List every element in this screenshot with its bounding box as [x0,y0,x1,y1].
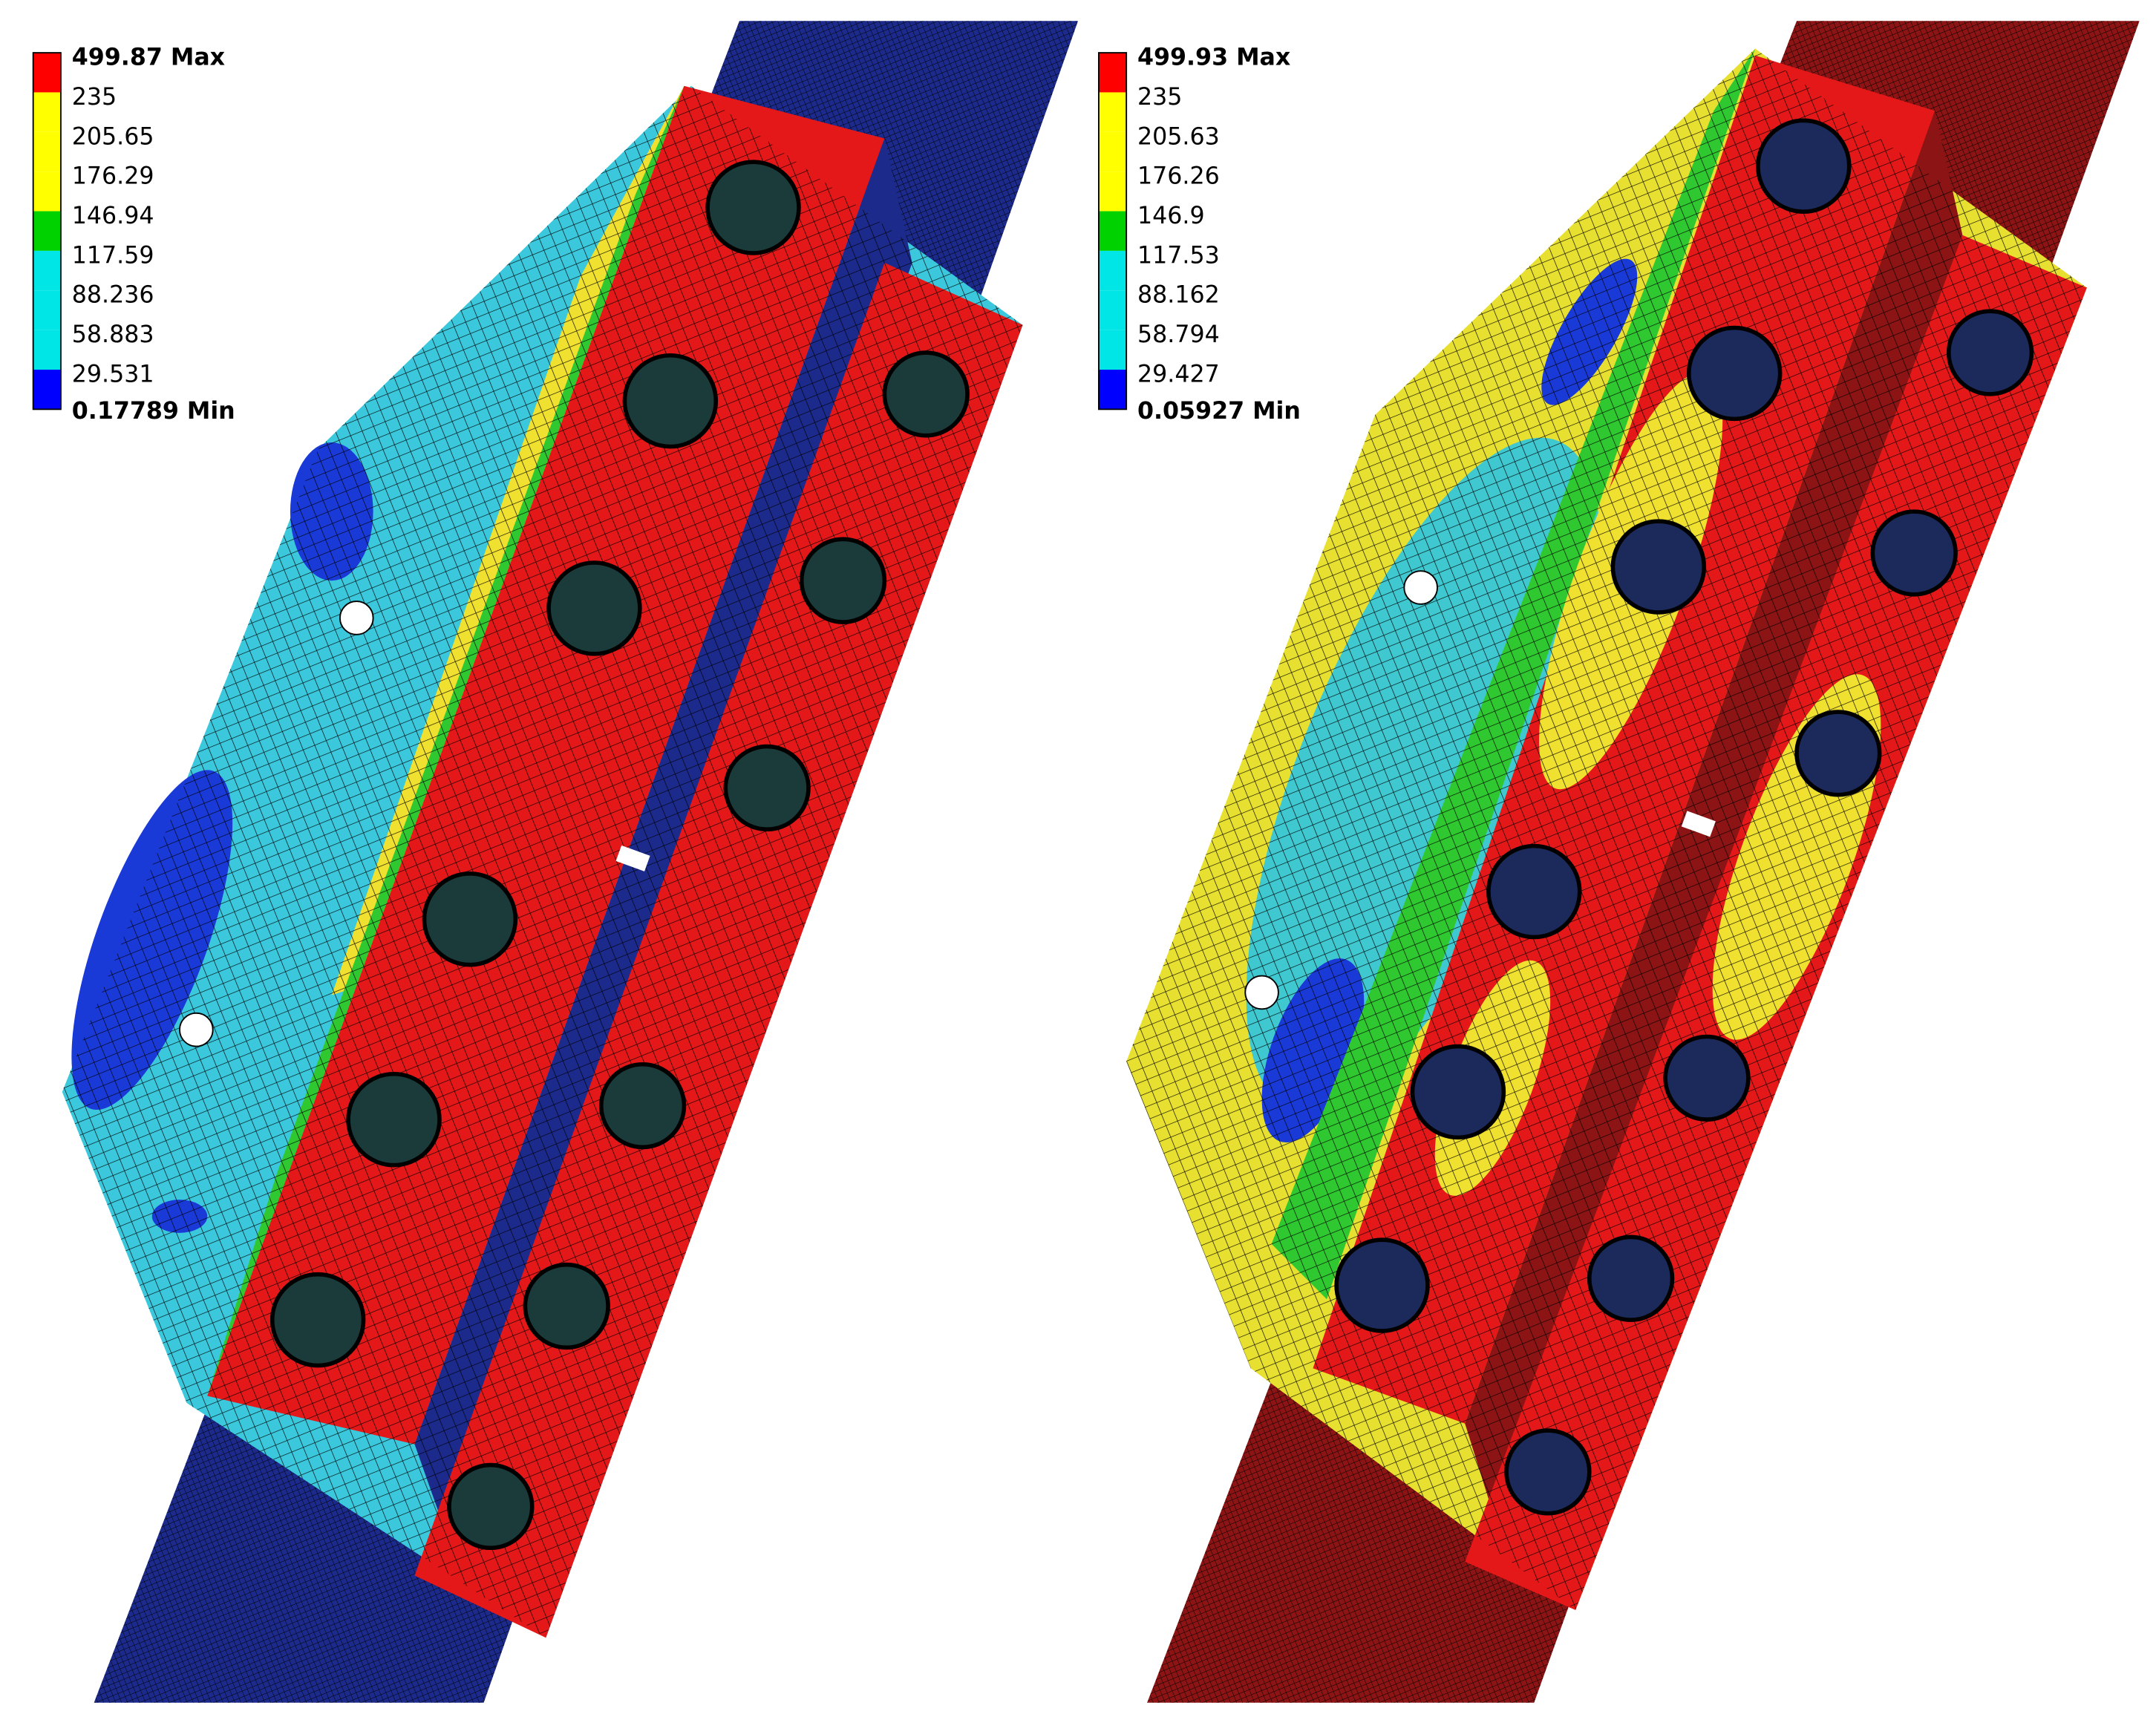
legend-swatch [33,369,61,410]
legend-swatch [33,330,61,370]
legend: 499.93 Max 235 205.63 176.26 146.9 117.53 88.1… [1097,45,1301,425]
legend-frame [1097,52,1128,410]
legends: 499.87 Max 235 205.65 176.29 146.94 117.59 88.… [32,45,1301,425]
legend-min: 0.17789 Min [72,398,235,425]
legend-level: 58.794 [1137,321,1220,348]
legend: 499.87 Max 235 205.65 176.29 146.94 117.59 88.… [32,45,235,425]
legend-swatch [33,53,61,93]
legend-level: 88.236 [72,282,154,309]
legend-swatch [33,290,61,330]
legend-swatch [1098,290,1127,330]
legend-level: 29.531 [72,361,154,387]
legend-swatch [1098,92,1127,132]
legend-swatch [33,131,61,172]
legend-level: 176.29 [72,163,154,190]
legend-swatch [1098,171,1127,212]
legend-frame [32,52,62,410]
legend-level: 58.883 [72,321,154,348]
legend-level: 205.63 [1137,123,1220,150]
right-model [1126,21,2140,1703]
legend-level: 146.94 [72,203,154,229]
legend-min: 0.05927 Min [1137,398,1301,425]
legend-swatch [33,250,61,291]
legend-level: 205.65 [72,123,154,150]
legend-swatch [1098,131,1127,172]
legend-level: 29.427 [1137,361,1220,387]
legend-swatch [1098,250,1127,291]
legend-swatch [1098,330,1127,370]
legend-swatch [33,211,61,251]
legend-swatch [33,171,61,212]
legend-swatch [1098,369,1127,410]
legend-level: 117.59 [72,242,154,269]
legend-max: 499.87 Max [72,45,225,71]
legend-level: 176.26 [1137,163,1220,190]
legend-swatch [1098,211,1127,251]
legend-swatch [33,92,61,132]
legend-level: 235 [72,84,117,111]
legend-level: 117.53 [1137,242,1220,269]
legend-level: 235 [1137,84,1182,111]
legend-max: 499.93 Max [1137,45,1290,71]
legend-level: 146.9 [1137,203,1205,229]
left-model [62,21,1079,1703]
legend-swatch [1098,53,1127,93]
legend-level: 88.162 [1137,282,1220,309]
